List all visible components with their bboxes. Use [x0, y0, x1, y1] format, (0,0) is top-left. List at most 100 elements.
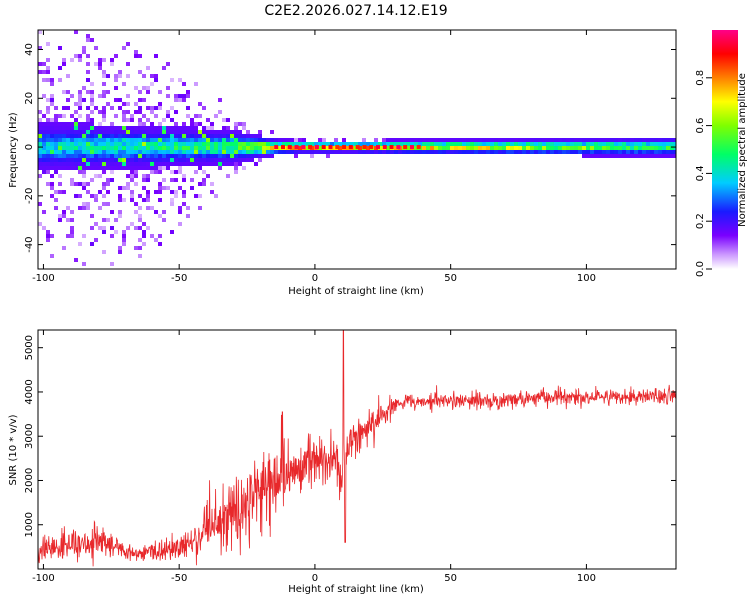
heatmap-cell [82, 202, 86, 206]
heatmap-cell [62, 90, 66, 94]
heatmap-cell [454, 150, 458, 154]
heatmap-cell [58, 134, 62, 138]
heatmap-cell [174, 122, 178, 126]
heatmap-cell [382, 150, 386, 154]
heatmap-cell [62, 142, 66, 146]
heatmap-cell [50, 146, 54, 150]
heatmap-cell [174, 178, 178, 182]
heatmap-cell [182, 194, 186, 198]
heatmap-cell [454, 142, 458, 146]
heatmap-cell [46, 42, 50, 46]
heatmap-cell [614, 138, 618, 142]
heatmap-cell [389, 145, 394, 150]
heatmap-cell [46, 170, 50, 174]
heatmap-cell [182, 138, 186, 142]
heatmap-cell [234, 166, 238, 170]
spectrogram-xtick-label: 0 [312, 273, 318, 284]
heatmap-cell [302, 142, 306, 146]
heatmap-cell [78, 142, 82, 146]
heatmap-cell [634, 150, 638, 154]
heatmap-cell [78, 98, 82, 102]
snr-ytick-label: 5000 [24, 335, 35, 360]
heatmap-cell [86, 138, 90, 142]
heatmap-cell [478, 142, 482, 146]
heatmap-cell [110, 170, 114, 174]
heatmap-cell [626, 154, 630, 158]
heatmap-cell [50, 182, 54, 186]
heatmap-cell [334, 142, 338, 146]
heatmap-cell [86, 118, 90, 122]
heatmap-cell [170, 230, 174, 234]
heatmap-cell [38, 166, 42, 170]
heatmap-cell [154, 126, 158, 130]
heatmap-cell [434, 146, 438, 150]
heatmap-cell [78, 150, 82, 154]
heatmap-cell [146, 198, 150, 202]
heatmap-cell [50, 254, 54, 258]
heatmap-cell [666, 154, 670, 158]
heatmap-cell [58, 122, 62, 126]
heatmap-cell [130, 166, 134, 170]
heatmap-cell [534, 146, 538, 150]
heatmap-cell [214, 142, 218, 146]
heatmap-cell [178, 138, 182, 142]
heatmap-cell [606, 150, 610, 154]
heatmap-cell [194, 142, 198, 146]
heatmap-cell [630, 146, 634, 150]
heatmap-cell [66, 90, 70, 94]
heatmap-cell [378, 142, 382, 146]
heatmap-cell [122, 138, 126, 142]
heatmap-cell [90, 138, 94, 142]
heatmap-cell [658, 154, 662, 158]
heatmap-cell [42, 142, 46, 146]
heatmap-cell [122, 158, 126, 162]
heatmap-cell [202, 126, 206, 130]
heatmap-cell [118, 126, 122, 130]
heatmap-cell [190, 178, 194, 182]
heatmap-cell [126, 118, 130, 122]
heatmap-cell [570, 146, 574, 150]
heatmap-cell [290, 146, 294, 150]
heatmap-cell [54, 126, 58, 130]
heatmap-cell [670, 146, 674, 150]
spectrogram-xtick-label: 100 [577, 273, 596, 284]
heatmap-cell [102, 162, 106, 166]
heatmap-cell [106, 134, 110, 138]
heatmap-cell [98, 150, 102, 154]
heatmap-cell [126, 138, 130, 142]
snr-xtick-label: -50 [171, 573, 187, 584]
heatmap-cell [426, 142, 430, 146]
heatmap-cell [638, 146, 642, 150]
heatmap-cell [54, 114, 58, 118]
heatmap-cell [230, 134, 234, 138]
heatmap-cell [114, 78, 118, 82]
heatmap-cell [206, 134, 210, 138]
heatmap-cell [262, 150, 266, 154]
heatmap-cell [434, 142, 438, 146]
heatmap-cell [98, 226, 102, 230]
heatmap-cell [86, 158, 90, 162]
heatmap-cell [38, 202, 42, 206]
heatmap-cell [110, 162, 114, 166]
heatmap-cell [138, 238, 142, 242]
heatmap-cell [86, 114, 90, 118]
heatmap-cell [50, 142, 54, 146]
heatmap-cell [342, 138, 346, 142]
heatmap-cell [430, 146, 434, 150]
heatmap-cell [590, 138, 594, 142]
heatmap-cell [50, 82, 54, 86]
heatmap-cell [158, 126, 162, 130]
heatmap-cell [86, 150, 90, 154]
heatmap-cell [42, 130, 46, 134]
heatmap-cell [466, 146, 470, 150]
heatmap-cell [62, 214, 66, 218]
heatmap-cell [258, 158, 262, 162]
heatmap-cell [130, 222, 134, 226]
heatmap-cell [126, 130, 130, 134]
heatmap-cell [158, 142, 162, 146]
heatmap-cell [370, 142, 374, 146]
heatmap-cell [586, 142, 590, 146]
heatmap-cell [46, 146, 50, 150]
heatmap-cell [270, 146, 274, 150]
heatmap-cell [342, 142, 346, 146]
